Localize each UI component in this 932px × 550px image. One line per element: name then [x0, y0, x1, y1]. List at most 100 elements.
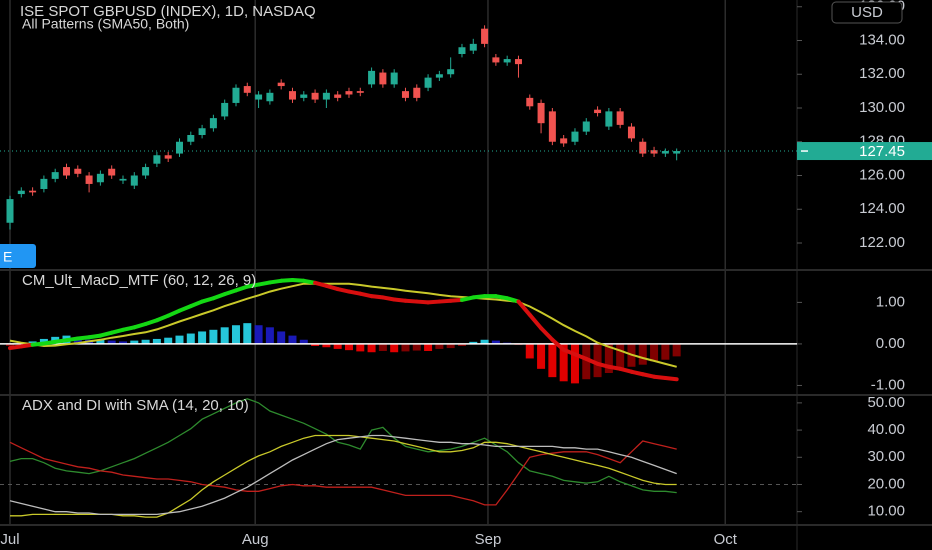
y-tick-label: 0.00 [876, 335, 905, 352]
signal-line [9, 282, 677, 368]
histogram-bar [152, 338, 161, 344]
y-tick-label: 122.00 [859, 234, 905, 251]
candle-body [379, 72, 387, 85]
histogram-bar [401, 343, 410, 352]
histogram-bar [356, 343, 365, 352]
candle-body [243, 86, 251, 93]
candle-body [17, 190, 25, 195]
currency-button[interactable] [831, 1, 903, 24]
candle-body [639, 141, 647, 154]
histogram-bar [616, 343, 625, 369]
histogram-bar [672, 343, 681, 357]
histogram-bar [107, 340, 116, 344]
histogram-bar [299, 339, 308, 344]
histogram-bar [390, 343, 399, 353]
currency-label[interactable]: USD [851, 4, 883, 21]
pattern-label: E [3, 249, 12, 265]
candle-body [458, 47, 466, 54]
candle-body [616, 111, 624, 125]
x-tick-label: Sep [475, 531, 502, 548]
candle-body [62, 167, 70, 176]
histogram-bar [130, 340, 139, 344]
macd-segment [166, 308, 182, 318]
indicator-line [9, 434, 677, 516]
candle-body [6, 199, 14, 223]
macd-segment [561, 347, 577, 357]
indicator-line [9, 440, 677, 506]
candle-body [503, 59, 511, 63]
histogram-bar [559, 343, 568, 382]
histogram-bar [164, 337, 173, 344]
macd-segment [188, 299, 205, 309]
histogram-bar [480, 339, 489, 344]
candle-body [368, 70, 376, 85]
histogram-bar [593, 343, 602, 378]
candle-body [435, 74, 443, 78]
x-tick-label: Oct [714, 531, 738, 548]
candle-body [526, 97, 534, 107]
candle-body [548, 111, 556, 142]
candle-body [401, 91, 409, 98]
candle-body [108, 168, 116, 176]
y-tick-label: -1.00 [871, 376, 905, 393]
histogram-bar [604, 343, 613, 373]
histogram-bar [186, 333, 195, 344]
indicator-line [9, 398, 677, 494]
candle-body [481, 28, 489, 44]
histogram-bar [254, 325, 263, 344]
y-tick-label: 134.00 [859, 31, 905, 48]
histogram-bar [220, 327, 229, 344]
candle-body [571, 131, 579, 142]
y-tick-label: 1.00 [876, 293, 905, 310]
last-price-label: 127.45 [859, 143, 905, 160]
macd-segment [211, 292, 227, 301]
y-tick-label: 20.00 [867, 475, 905, 492]
candle-body [266, 92, 274, 102]
candle-body [51, 172, 59, 179]
histogram-bar [548, 343, 557, 378]
candle-body [390, 72, 398, 85]
candle-body [594, 109, 602, 114]
candle-body [413, 87, 421, 98]
histogram-bar [96, 339, 105, 344]
candle-body [322, 92, 330, 100]
histogram-bar [367, 343, 376, 353]
candle-body [300, 94, 308, 98]
histogram-bar [28, 341, 37, 344]
candle-body [119, 178, 127, 181]
indicator-title: ADX and DI with SMA (14, 20, 10) [22, 397, 249, 414]
candle-body [514, 59, 522, 65]
candle-body [334, 94, 342, 98]
candle-body [130, 175, 138, 186]
candle-body [661, 151, 669, 154]
candle-body [96, 173, 104, 183]
histogram-bar [424, 343, 433, 351]
candle-body [277, 82, 285, 87]
histogram-bar [231, 325, 240, 344]
candle-body [255, 94, 263, 100]
indicator-title: CM_Ult_MacD_MTF (60, 12, 26, 9) [22, 272, 256, 289]
macd-segment [663, 375, 679, 382]
histogram-bar [118, 341, 127, 344]
histogram-bar [582, 343, 591, 380]
y-tick-label: 132.00 [859, 65, 905, 82]
candle-body [582, 121, 590, 132]
histogram-bar [457, 343, 466, 346]
histogram-bar [39, 338, 48, 344]
candle-body [29, 190, 37, 193]
macd-segment [177, 304, 193, 313]
chart-title: ISE SPOT GBPUSD (INDEX), 1D, NASDAQ [20, 3, 316, 20]
candle-body [232, 87, 240, 103]
candle-body [187, 135, 195, 142]
macd-segment [516, 299, 532, 317]
macd-segment [154, 313, 171, 323]
last-price-tag [797, 142, 932, 161]
histogram-bar [446, 343, 455, 349]
candle-body [142, 167, 150, 176]
candle-body [673, 151, 681, 154]
candle-body [74, 168, 82, 174]
histogram-bar [650, 343, 659, 362]
candle-body [311, 92, 319, 100]
x-tick-label: Jul [0, 531, 19, 548]
candle-body [356, 91, 364, 93]
